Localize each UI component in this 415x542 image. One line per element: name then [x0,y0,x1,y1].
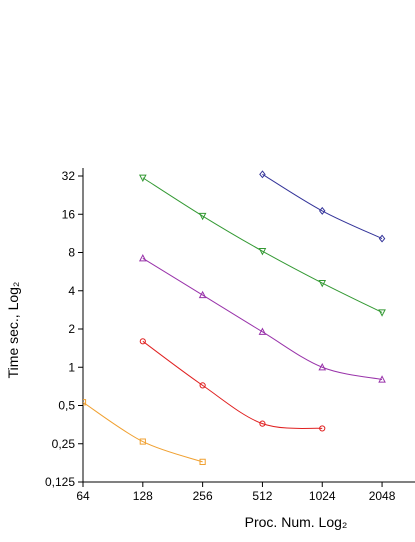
marker [259,170,266,179]
marker [378,234,386,243]
series-line [142,257,383,381]
marker [319,425,326,432]
marker [198,212,207,221]
y-tick-label: 2 [68,322,75,336]
marker [198,290,207,299]
marker [258,327,267,335]
marker [318,279,327,288]
x-tick-label: 64 [76,489,90,503]
series-line [142,340,323,429]
marker [199,382,206,389]
series-line [83,401,203,463]
x-tick-label: 128 [133,489,153,503]
marker [139,438,146,445]
y-tick-label: 32 [62,169,76,183]
x-tick-label: 2048 [369,489,396,503]
series-line [142,177,383,313]
marker [378,375,386,383]
marker [199,458,206,465]
x-tick-label: 1024 [309,489,336,503]
y-tick-label: 8 [68,246,75,260]
marker [83,399,87,406]
plot-area [83,170,386,465]
y-tick-label: 16 [62,207,76,221]
marker [259,420,266,427]
x-tick-label: 256 [193,489,213,503]
y-tick-label: 0,5 [58,399,75,413]
y-tick-label: 1 [68,360,75,374]
y-tick-label: 0,125 [45,475,75,489]
x-tick-label: 512 [252,489,272,503]
y-tick-label: 4 [68,284,75,298]
marker [139,338,146,345]
y-axis-label: Time sec., Log₂ [5,282,21,379]
marker [318,362,327,371]
marker [258,248,267,256]
marker [138,174,147,183]
series-line [262,173,383,240]
y-tick-label: 0,25 [52,437,76,451]
marker [319,206,326,215]
marker [138,254,147,262]
x-axis-label: Proc. Num. Log₂ [245,514,348,530]
marker [378,309,386,317]
